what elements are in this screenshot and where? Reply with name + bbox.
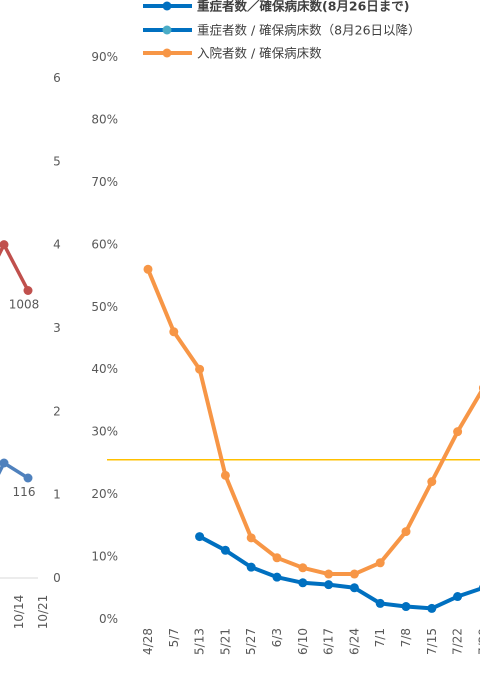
left-series-end-label: 116 <box>13 485 36 499</box>
x-tick-label: 7/15 <box>425 628 439 655</box>
left-y-tick-label: 0 <box>53 571 61 585</box>
x-tick-label: 5/27 <box>244 628 258 655</box>
x-tick-label: 5/7 <box>167 628 181 647</box>
left-y-tick-label: 6 <box>53 71 61 85</box>
series-point-0 <box>272 572 282 582</box>
left-y-tick-label: 3 <box>53 321 61 335</box>
legend-swatch-marker <box>162 25 172 35</box>
series-point-2 <box>169 327 179 337</box>
series-point-0 <box>195 532 205 542</box>
series-point-2 <box>453 427 463 437</box>
left-series-end-label: 1008 <box>9 298 40 312</box>
left-series-point <box>23 473 33 483</box>
left-series-point <box>0 458 9 468</box>
left-series-point <box>23 286 33 295</box>
series-point-2 <box>195 364 205 374</box>
y-tick-label: 60% <box>91 237 118 251</box>
legend-label: 入院者数 / 確保病床数 <box>197 46 322 61</box>
x-tick-label: 6/10 <box>296 628 310 655</box>
series-point-2 <box>324 569 334 579</box>
series-point-2 <box>375 558 385 568</box>
left-y-tick-label: 1 <box>53 488 61 502</box>
series-point-0 <box>375 598 385 608</box>
left-x-tick-label: 10/14 <box>12 595 26 630</box>
legend-label: 重症者数 / 確保病床数（8月26日以降） <box>197 23 421 38</box>
x-tick-label: 7/29 <box>476 628 480 655</box>
legend-label: 重症者数／確保病床数(8月26日まで) <box>197 0 410 14</box>
y-tick-label: 0% <box>99 612 118 626</box>
series-point-0 <box>349 583 359 593</box>
x-tick-label: 4/28 <box>141 628 155 655</box>
series-point-2 <box>143 264 153 274</box>
y-tick-label: 20% <box>91 487 118 501</box>
legend-swatch-marker <box>162 1 172 11</box>
series-point-2 <box>427 477 437 487</box>
left-y-tick-label: 4 <box>53 238 61 252</box>
x-tick-label: 7/1 <box>373 628 387 647</box>
x-tick-label: 6/3 <box>270 628 284 647</box>
y-tick-label: 80% <box>91 112 118 126</box>
left-series-line <box>0 240 30 292</box>
series-point-0 <box>324 580 334 590</box>
y-tick-label: 30% <box>91 425 118 439</box>
series-point-0 <box>401 602 411 612</box>
series-point-2 <box>298 563 308 573</box>
series-point-0 <box>453 592 463 602</box>
y-tick-label: 10% <box>91 550 118 564</box>
series-point-0 <box>298 578 308 588</box>
x-tick-label: 6/17 <box>322 628 336 655</box>
series-point-0 <box>246 562 256 572</box>
legend-swatch-marker <box>162 48 172 58</box>
y-tick-label: 70% <box>91 175 118 189</box>
x-tick-label: 5/13 <box>193 628 207 655</box>
left-series-point <box>0 240 9 250</box>
x-tick-label: 7/8 <box>399 628 413 647</box>
series-point-2 <box>349 569 359 579</box>
left-y-tick-label: 2 <box>53 404 61 418</box>
y-tick-label: 90% <box>91 50 118 64</box>
series-point-2 <box>272 553 282 563</box>
series-point-2 <box>246 533 256 543</box>
series-point-2 <box>220 470 230 480</box>
x-tick-label: 7/22 <box>451 628 465 655</box>
series-point-2 <box>401 527 411 537</box>
y-tick-label: 40% <box>91 362 118 376</box>
series-point-0 <box>427 603 437 613</box>
series-line-2 <box>146 268 480 577</box>
series-line-0 <box>198 534 480 611</box>
left-y-tick-label: 5 <box>53 154 61 168</box>
x-tick-label: 6/24 <box>347 628 361 655</box>
x-tick-label: 5/21 <box>218 628 232 655</box>
series-point-0 <box>220 545 230 555</box>
left-x-tick-label: 10/21 <box>36 595 50 630</box>
y-tick-label: 50% <box>91 300 118 314</box>
